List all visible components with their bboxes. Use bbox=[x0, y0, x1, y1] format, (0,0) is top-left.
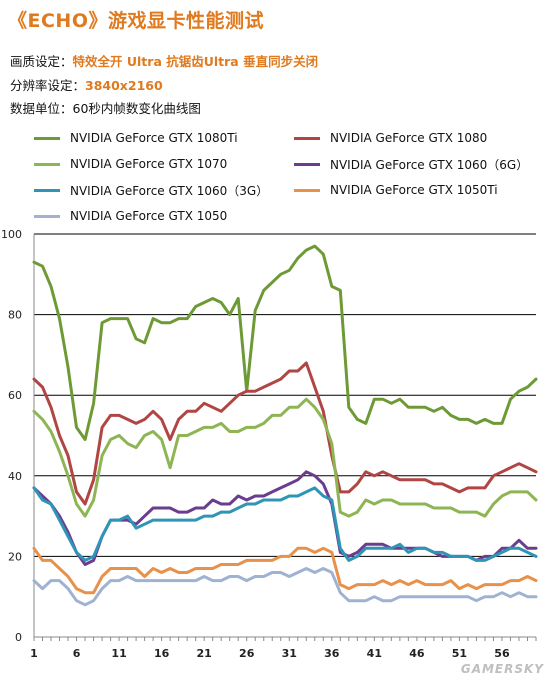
x-tick-label: 36 bbox=[324, 647, 340, 660]
data-unit-note: 数据单位：60秒内帧数变化曲线图 bbox=[10, 101, 201, 116]
series-line bbox=[32, 567, 538, 607]
chart-legend: NVIDIA GeForce GTX 1080Ti NVIDIA GeForce … bbox=[0, 124, 550, 234]
x-tick-label: 21 bbox=[197, 647, 212, 660]
legend-item: NVIDIA GeForce GTX 1080Ti bbox=[34, 128, 238, 148]
x-tick-label: 1 bbox=[30, 647, 38, 660]
series-line bbox=[32, 546, 538, 595]
quality-value: 特效全开 Ultra 抗锯齿Ultra 垂直同步关闭 bbox=[72, 54, 319, 69]
legend-swatch bbox=[34, 162, 60, 166]
resolution-label: 分辨率设定： bbox=[10, 78, 86, 93]
x-tick-label: 46 bbox=[409, 647, 425, 660]
quality-setting: 画质设定：特效全开 Ultra 抗锯齿Ultra 垂直同步关闭 bbox=[10, 51, 318, 70]
y-tick-label: 0 bbox=[15, 631, 22, 644]
series-line bbox=[32, 397, 538, 518]
y-tick-label: 20 bbox=[8, 550, 22, 563]
y-tick-label: 40 bbox=[8, 470, 22, 483]
y-tick-label: 100 bbox=[1, 228, 22, 241]
x-tick-label: 6 bbox=[73, 647, 81, 660]
watermark: GAMERSKY bbox=[460, 662, 544, 676]
page-title: 《ECHO》游戏显卡性能测试 bbox=[8, 10, 264, 32]
legend-item: NVIDIA GeForce GTX 1070 bbox=[34, 154, 227, 174]
series-line bbox=[32, 486, 538, 562]
x-tick-label: 41 bbox=[367, 647, 382, 660]
resolution-setting: 分辨率设定：3840x2160 bbox=[10, 75, 163, 94]
legend-label: NVIDIA GeForce GTX 1060（6G） bbox=[330, 157, 529, 172]
legend-swatch bbox=[34, 136, 60, 140]
resolution-value: 3840x2160 bbox=[85, 78, 163, 93]
series-line bbox=[32, 244, 538, 441]
legend-label: NVIDIA GeForce GTX 1060（3G） bbox=[70, 183, 269, 198]
x-tick-label: 51 bbox=[452, 647, 467, 660]
x-tick-label: 11 bbox=[111, 647, 126, 660]
legend-swatch bbox=[294, 136, 320, 140]
legend-item: NVIDIA GeForce GTX 1050 bbox=[34, 206, 227, 226]
legend-swatch bbox=[34, 188, 60, 192]
series-line bbox=[32, 470, 538, 566]
legend-swatch bbox=[34, 214, 60, 218]
x-tick-label: 16 bbox=[154, 647, 170, 660]
quality-label: 画质设定： bbox=[10, 54, 73, 69]
legend-swatch bbox=[294, 162, 320, 166]
legend-label: NVIDIA GeForce GTX 1080 bbox=[330, 131, 488, 145]
legend-swatch bbox=[294, 188, 320, 192]
series-line bbox=[32, 361, 538, 506]
x-tick-label: 56 bbox=[494, 647, 510, 660]
x-tick-label: 26 bbox=[239, 647, 255, 660]
x-tick-label: 31 bbox=[282, 647, 297, 660]
legend-label: NVIDIA GeForce GTX 1080Ti bbox=[70, 131, 238, 145]
legend-item: NVIDIA GeForce GTX 1080 bbox=[294, 128, 487, 148]
y-tick-label: 60 bbox=[8, 389, 22, 402]
legend-label: NVIDIA GeForce GTX 1050Ti bbox=[330, 183, 498, 197]
legend-item: NVIDIA GeForce GTX 1060（6G） bbox=[294, 154, 528, 174]
legend-label: NVIDIA GeForce GTX 1050 bbox=[70, 209, 228, 223]
legend-item: NVIDIA GeForce GTX 1060（3G） bbox=[34, 180, 268, 200]
legend-item: NVIDIA GeForce GTX 1050Ti bbox=[294, 180, 498, 200]
legend-label: NVIDIA GeForce GTX 1070 bbox=[70, 157, 228, 171]
y-tick-label: 80 bbox=[8, 309, 22, 322]
